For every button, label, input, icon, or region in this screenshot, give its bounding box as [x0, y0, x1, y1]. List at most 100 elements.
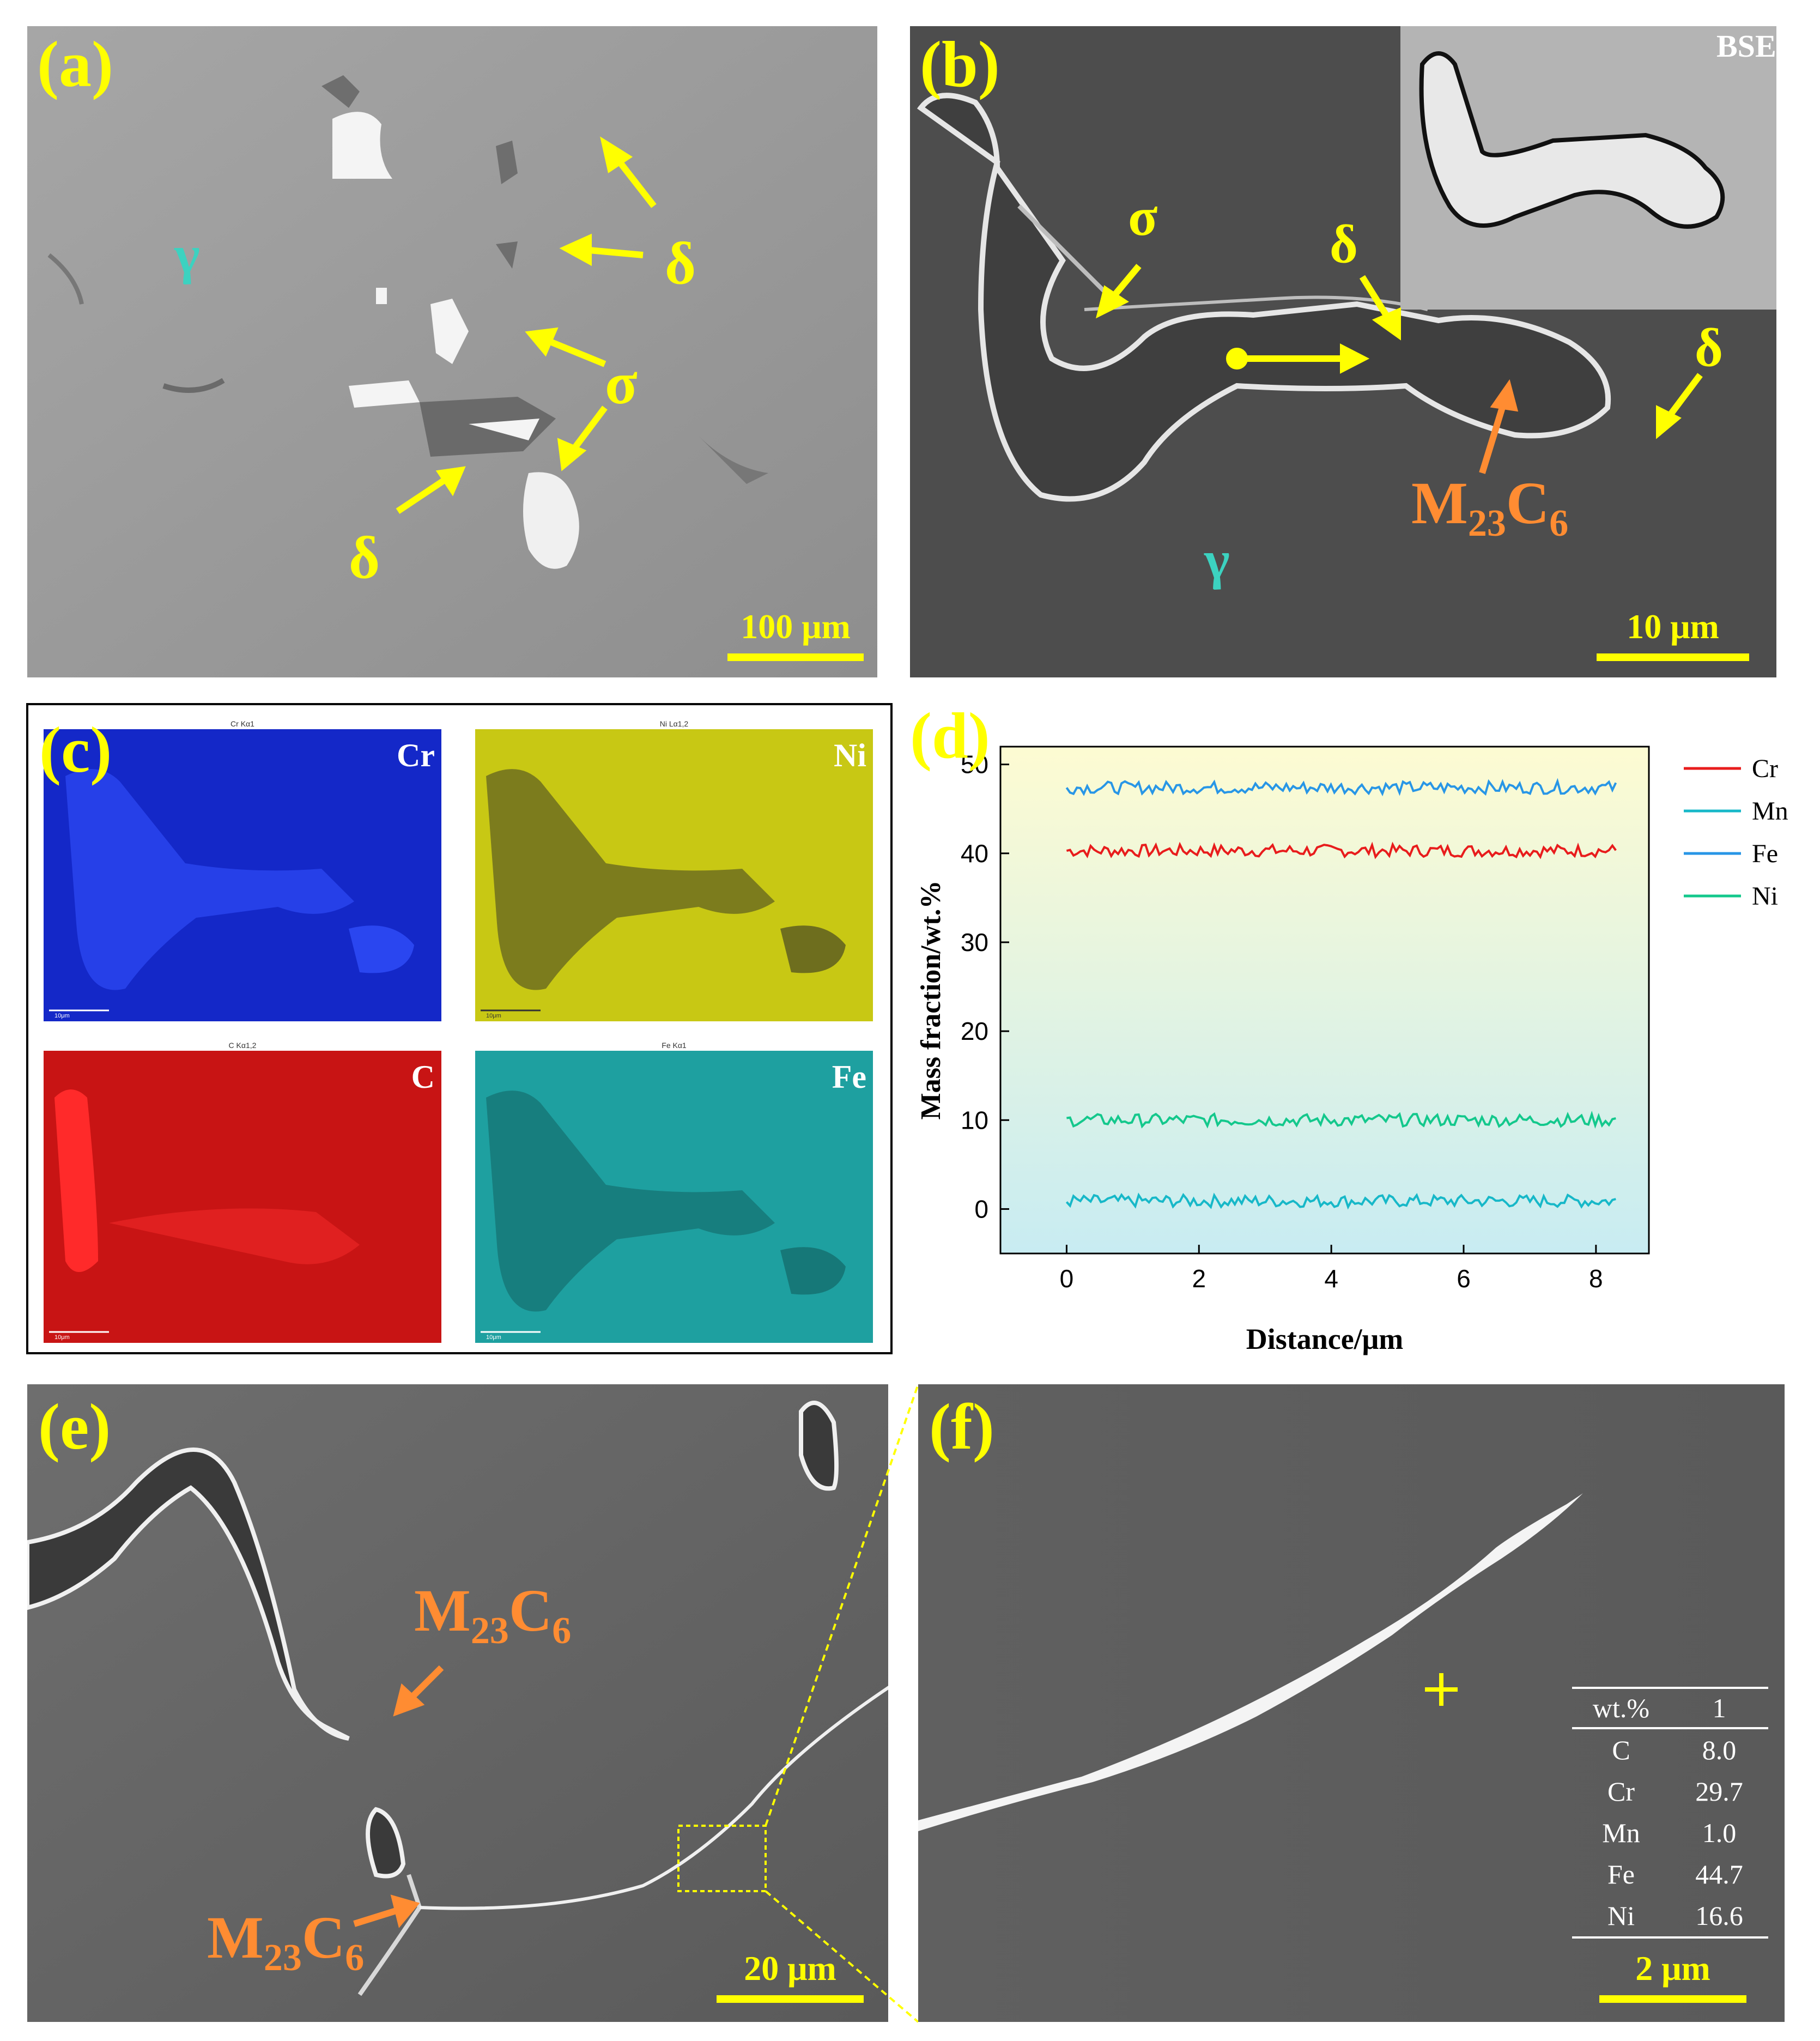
y-tick-label: 30 — [961, 928, 988, 956]
series-line-fe — [1065, 778, 1617, 797]
panel-e: (e) M23C6 M23C6 20 μm — [27, 1384, 888, 2022]
panel-a-label: (a) — [37, 28, 113, 100]
table-body: C 8.0 Cr 29.7 Mn 1.0 Fe 44.7 Ni 16.6 — [1572, 1729, 1768, 1939]
plot-area — [999, 746, 1650, 1255]
panel-b-label: (b) — [920, 28, 1000, 100]
map-element-label: C — [411, 1059, 435, 1095]
series-line-cr — [1066, 841, 1617, 859]
map-title: Fe Kα1 — [662, 1041, 687, 1050]
carbide-subscript: 23 — [1467, 502, 1506, 544]
carbide-carbon: C — [1506, 470, 1550, 536]
scalebar-label: 20 μm — [744, 1949, 836, 1988]
gamma-label: γ — [1204, 530, 1230, 590]
legend-label: Mn — [1752, 797, 1788, 826]
y-axis: 0 10 20 30 40 50 — [961, 750, 1009, 1223]
panel-d: 0 10 20 30 40 50 0 2 4 6 8 Cr Mn Fe Ni Distance/μm M… — [910, 703, 1820, 1357]
table-row: C 8.0 — [1572, 1729, 1768, 1771]
inset-bse-label: BSE — [1716, 28, 1776, 64]
table-cell: 8.0 — [1702, 1735, 1737, 1765]
map-image — [475, 1051, 873, 1343]
eds-table: wt.% 1 C 8.0 Cr 29.7 Mn 1.0 Fe 44.7 Ni 16.6 — [1572, 1687, 1768, 1939]
table-cell: Ni — [1607, 1900, 1635, 1931]
x-tick-label: 6 — [1457, 1264, 1471, 1293]
table-cell: Mn — [1602, 1818, 1640, 1848]
x-axis-label: Distance/μm — [1246, 1323, 1404, 1355]
x-tick-label: 2 — [1192, 1264, 1206, 1293]
map-scale-label: 10μm — [54, 1013, 70, 1019]
gamma-label: γ — [174, 225, 200, 285]
series-line-mn — [1065, 1192, 1616, 1210]
legend-label: Ni — [1752, 882, 1778, 911]
delta-label: δ — [1695, 317, 1723, 378]
panel-d-label: (d) — [910, 703, 990, 772]
map-title: Ni Lα1,2 — [659, 719, 689, 728]
carbide-carbon: C — [508, 1577, 553, 1644]
eds-map-c: C Kα1,2 C 10μm — [44, 1041, 441, 1343]
delta-label: δ — [349, 524, 380, 591]
table-row: Cr 29.7 — [1572, 1771, 1768, 1812]
map-scale-label: 10μm — [486, 1013, 501, 1019]
scalebar-line — [1599, 1995, 1746, 2003]
map-image — [44, 1051, 441, 1343]
scalebar-line — [717, 1995, 864, 2003]
panel-b: (b) BSE σ δ δ γ M23C6 10 μm — [910, 26, 1776, 677]
map-title: C Kα1,2 — [228, 1041, 257, 1050]
panel-b-arrows — [1096, 264, 1703, 474]
panel-f-micrograph — [918, 1384, 1785, 2022]
y-axis-label: Mass fraction/wt.% — [915, 880, 947, 1119]
panel-e-scalebar: 20 μm — [717, 1951, 864, 2003]
carbide-subscript: 23 — [263, 1937, 302, 1979]
carbide-symbol: M — [414, 1577, 471, 1644]
map-element-label: Cr — [397, 737, 435, 773]
y-tick-label: 20 — [961, 1017, 988, 1045]
scalebar-label: 10 μm — [1627, 607, 1719, 646]
x-axis: 0 2 4 6 8 — [1060, 1245, 1603, 1293]
series-lines — [1065, 778, 1617, 1210]
map-scale-label: 10μm — [54, 1334, 70, 1341]
panel-e-micrograph — [27, 1384, 888, 2022]
scalebar-line — [1597, 653, 1749, 661]
panel-b-scalebar: 10 μm — [1597, 609, 1749, 661]
map-image — [475, 729, 873, 1021]
panel-f-label: (f) — [929, 1390, 994, 1463]
panel-a-micrograph — [27, 26, 877, 677]
sigma-label: σ — [605, 350, 638, 416]
panel-a-scalebar: 100 μm — [727, 609, 864, 661]
panel-e-label: (e) — [38, 1390, 111, 1463]
series-line-ni — [1066, 1110, 1616, 1129]
eds-map-ni: Ni Lα1,2 Ni 10μm — [475, 719, 873, 1021]
carbide-label: M23C6 — [1411, 473, 1568, 543]
scalebar-line — [727, 653, 864, 661]
table-header: wt.% 1 — [1572, 1687, 1768, 1729]
delta-label: δ — [665, 230, 696, 296]
scalebar-label: 100 μm — [741, 607, 851, 646]
scalebar-label: 2 μm — [1635, 1949, 1710, 1988]
y-tick-label: 50 — [961, 750, 988, 779]
y-tick-label: 10 — [961, 1106, 988, 1134]
map-title: Cr Kα1 — [230, 719, 254, 728]
x-tick-label: 8 — [1589, 1264, 1603, 1293]
table-cell: 44.7 — [1695, 1859, 1743, 1889]
table-row: Mn 1.0 — [1572, 1812, 1768, 1854]
panel-a: (a) γ δ σ δ 100 μm — [27, 26, 877, 677]
carbide-label: M23C6 — [414, 1580, 571, 1650]
carbide-symbol: M — [207, 1904, 264, 1971]
x-tick-label: 4 — [1324, 1264, 1338, 1293]
carbide-subscript: 6 — [1549, 502, 1569, 544]
x-tick-label: 0 — [1060, 1264, 1074, 1293]
table-header-cell: wt.% — [1592, 1693, 1650, 1723]
sigma-label: σ — [1128, 186, 1158, 247]
map-scale-label: 10μm — [486, 1334, 501, 1341]
panel-b-micrograph — [910, 26, 1776, 677]
y-tick-label: 40 — [961, 839, 988, 868]
map-image — [44, 729, 441, 1021]
legend-label: Cr — [1752, 754, 1778, 783]
carbide-subscript: 6 — [552, 1610, 572, 1652]
table-cell: Fe — [1607, 1859, 1635, 1889]
map-element-label: Fe — [832, 1059, 866, 1095]
carbide-symbol: M — [1411, 470, 1468, 536]
table-cell: 1.0 — [1702, 1818, 1737, 1848]
legend-label: Fe — [1752, 839, 1778, 868]
panel-c-label: (c) — [39, 713, 112, 786]
carbide-carbon: C — [301, 1904, 345, 1971]
